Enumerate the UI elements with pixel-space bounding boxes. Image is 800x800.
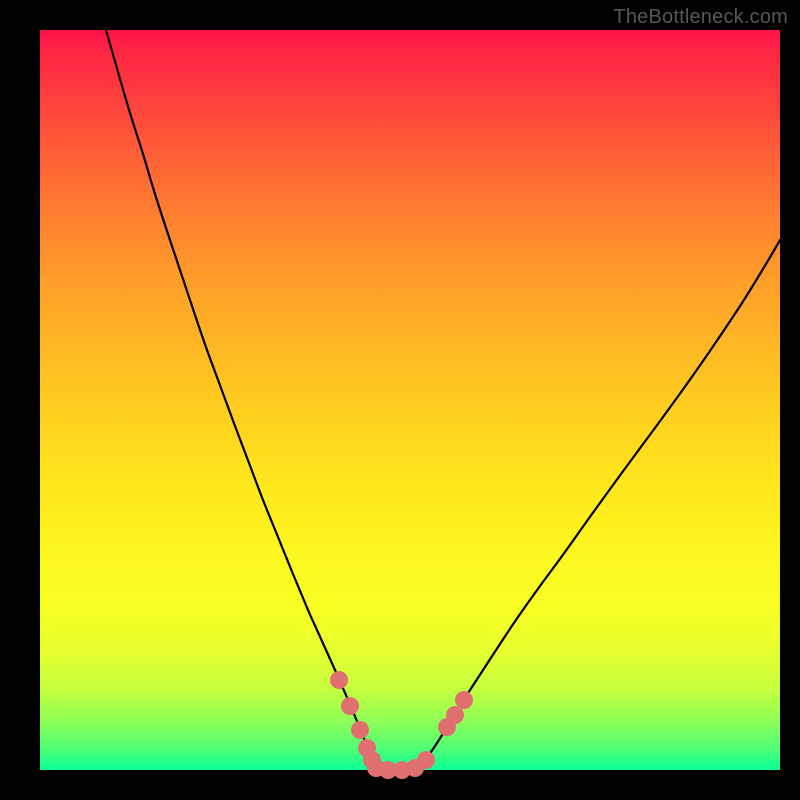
- data-marker: [446, 706, 464, 724]
- data-marker: [351, 721, 369, 739]
- data-marker: [330, 671, 348, 689]
- bottleneck-curve: [106, 30, 780, 770]
- chart-svg: [40, 30, 780, 770]
- plot-area: [40, 30, 780, 770]
- marker-group: [330, 671, 473, 779]
- data-marker: [417, 751, 435, 769]
- watermark-text: TheBottleneck.com: [613, 6, 788, 29]
- data-marker: [455, 691, 473, 709]
- data-marker: [341, 697, 359, 715]
